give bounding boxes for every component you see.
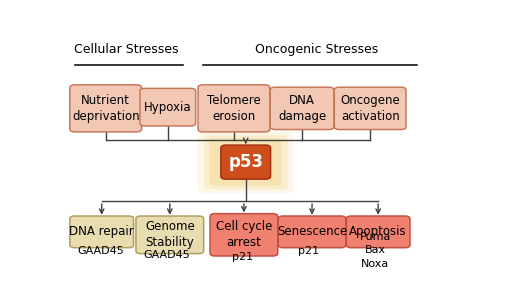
Text: GAAD45: GAAD45 — [143, 250, 190, 260]
Text: p53: p53 — [228, 153, 263, 171]
Text: Cell cycle
arrest: Cell cycle arrest — [216, 220, 272, 249]
FancyBboxPatch shape — [210, 214, 278, 256]
FancyBboxPatch shape — [346, 216, 410, 248]
FancyBboxPatch shape — [278, 216, 346, 248]
Text: p21: p21 — [298, 246, 319, 255]
FancyBboxPatch shape — [140, 88, 195, 126]
FancyBboxPatch shape — [197, 131, 294, 193]
FancyBboxPatch shape — [70, 85, 142, 132]
Text: Puma
Bax
Noxa: Puma Bax Noxa — [359, 232, 391, 269]
FancyBboxPatch shape — [221, 145, 270, 179]
Text: Oncogene
activation: Oncogene activation — [340, 94, 400, 123]
Text: DNA
damage: DNA damage — [278, 94, 326, 123]
FancyBboxPatch shape — [270, 87, 334, 130]
FancyBboxPatch shape — [70, 216, 133, 248]
Text: GAAD45: GAAD45 — [78, 246, 124, 255]
Text: Apoptosis: Apoptosis — [349, 225, 407, 238]
Text: Telomere
erosion: Telomere erosion — [207, 94, 261, 123]
Text: DNA repair: DNA repair — [69, 225, 134, 238]
FancyBboxPatch shape — [334, 87, 406, 130]
Text: Nutrient
deprivation: Nutrient deprivation — [72, 94, 140, 123]
FancyBboxPatch shape — [210, 138, 282, 186]
Text: Cellular Stresses: Cellular Stresses — [74, 43, 179, 56]
Text: p21: p21 — [232, 252, 253, 262]
FancyBboxPatch shape — [136, 216, 204, 254]
FancyBboxPatch shape — [204, 135, 288, 189]
Text: Senescence: Senescence — [277, 225, 347, 238]
Text: Oncogenic Stresses: Oncogenic Stresses — [255, 43, 378, 56]
Text: Genome
Stability: Genome Stability — [145, 220, 195, 249]
Text: Hypoxia: Hypoxia — [144, 101, 192, 114]
FancyBboxPatch shape — [198, 85, 270, 132]
